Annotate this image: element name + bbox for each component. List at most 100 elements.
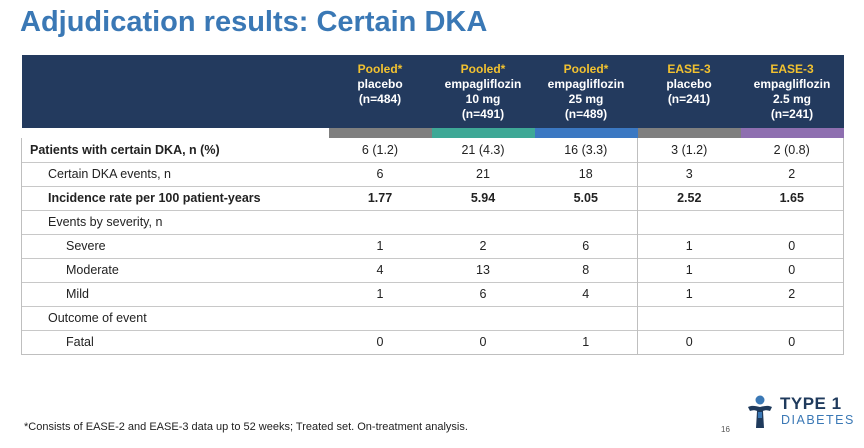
results-table: Pooled* placebo (n=484) Pooled* empaglif… — [21, 55, 844, 355]
column-header-pooled-empa-10: Pooled* empagliflozin 10 mg (n=491) — [431, 55, 535, 128]
row-label: Severe — [21, 233, 329, 258]
column-label: (n=241) — [667, 92, 711, 106]
row-label: Events by severity, n — [21, 209, 329, 234]
table-row: Certain DKA events, n 6 21 18 3 2 — [21, 161, 844, 186]
header-row: Pooled* placebo (n=484) Pooled* empaglif… — [21, 55, 844, 128]
column-label: 25 mg — [568, 92, 604, 106]
table-cell: 1 — [328, 281, 432, 306]
page-number: 16 — [721, 425, 730, 434]
row-label: Fatal — [21, 329, 329, 355]
color-bar-spacer — [21, 128, 329, 138]
row-label: Outcome of event — [21, 305, 329, 330]
table-cell — [328, 209, 432, 234]
table-cell: 21 — [431, 161, 535, 186]
table-cell: 1 — [637, 257, 741, 282]
table-cell — [534, 305, 638, 330]
table-cell: 1 — [637, 233, 741, 258]
table-cell: 2 (0.8) — [740, 138, 844, 162]
table-row: Fatal 0 0 1 0 0 — [21, 329, 844, 355]
column-label: 2.5 mg — [772, 92, 811, 106]
row-label: Certain DKA events, n — [21, 161, 329, 186]
table-cell: 5.94 — [431, 185, 535, 210]
page-title: Adjudication results: Certain DKA — [20, 6, 488, 38]
table-cell: 21 (4.3) — [461, 142, 505, 157]
table-cell: 4 — [534, 281, 638, 306]
table-cell: 0 — [431, 329, 535, 355]
table-cell: 6 (1.2) — [361, 142, 399, 157]
row-label: Patients with certain DKA, n (%) — [21, 138, 329, 162]
table-cell: 2 — [431, 233, 535, 258]
table-cell — [328, 305, 432, 330]
header-corner — [21, 55, 329, 128]
column-label: 10 mg — [465, 92, 501, 106]
table-cell: 5.05 — [534, 185, 638, 210]
table-row: Incidence rate per 100 patient-years 1.7… — [21, 185, 844, 210]
table-cell: 1 — [534, 329, 638, 355]
table-cell: 13 — [431, 257, 535, 282]
table-cell: 0 — [740, 233, 844, 258]
table-cell — [637, 209, 741, 234]
table-cell: 1.65 — [740, 185, 844, 210]
table-cell: 18 — [534, 161, 638, 186]
column-label: (n=489) — [564, 107, 608, 121]
table-cell: 4 — [328, 257, 432, 282]
table-cell: 6 — [534, 233, 638, 258]
column-group-label: Pooled* — [357, 62, 403, 76]
table-cell: 0 — [328, 329, 432, 355]
table-row: Mild 1 6 4 1 2 — [21, 281, 844, 306]
table-row: Patients with certain DKA, n (%) 6 (1.2)… — [21, 138, 844, 162]
column-label: placebo — [357, 77, 403, 91]
row-label: Incidence rate per 100 patient-years — [21, 185, 329, 210]
table-cell — [431, 209, 535, 234]
column-group-label: Pooled* — [563, 62, 609, 76]
column-header-pooled-placebo: Pooled* placebo (n=484) — [328, 55, 432, 128]
type1-diabetes-logo: TYPE 1 DIABETES — [744, 394, 854, 434]
table-cell: 3 (1.2) — [637, 138, 741, 162]
row-label: Mild — [21, 281, 329, 306]
column-label: (n=241) — [770, 107, 814, 121]
table-row: Severe 1 2 6 1 0 — [21, 233, 844, 258]
logo-text-primary: TYPE 1 — [780, 394, 842, 413]
column-group-label: Pooled* — [460, 62, 506, 76]
color-bar — [637, 128, 741, 138]
column-label: (n=484) — [358, 92, 402, 106]
color-bar — [740, 128, 844, 138]
table-cell — [534, 209, 638, 234]
table-cell: 1.77 — [328, 185, 432, 210]
table-row: Events by severity, n — [21, 209, 844, 234]
column-group-label: EASE-3 — [667, 62, 711, 76]
table-cell — [637, 305, 741, 330]
person-figure-icon — [748, 395, 772, 428]
row-label: Moderate — [21, 257, 329, 282]
table-cell: 6 — [328, 161, 432, 186]
color-bar — [431, 128, 535, 138]
column-label: empagliflozin — [753, 77, 831, 91]
table-cell: 3 — [637, 161, 741, 186]
color-bar — [328, 128, 432, 138]
column-header-ease3-placebo: EASE-3 placebo (n=241) — [637, 55, 741, 128]
table-cell: 0 — [637, 329, 741, 355]
table-cell: 8 — [534, 257, 638, 282]
table-row: Moderate 4 13 8 1 0 — [21, 257, 844, 282]
table-cell: 1 — [637, 281, 741, 306]
table-cell: 2 — [740, 281, 844, 306]
table-cell: 1 — [328, 233, 432, 258]
table-cell: 6 — [431, 281, 535, 306]
table-row: Outcome of event — [21, 305, 844, 330]
footnote: *Consists of EASE-2 and EASE-3 data up t… — [24, 421, 468, 433]
table-cell: 0 — [740, 257, 844, 282]
table-cell — [431, 305, 535, 330]
column-header-pooled-empa-25: Pooled* empagliflozin 25 mg (n=489) — [534, 55, 638, 128]
column-label: empagliflozin — [444, 77, 522, 91]
column-group-label: EASE-3 — [770, 62, 814, 76]
column-label: empagliflozin — [547, 77, 625, 91]
column-color-bar-row — [21, 128, 844, 138]
table-cell: 0 — [740, 329, 844, 355]
table-cell: 2.52 — [637, 185, 741, 210]
logo-text-secondary: DIABETES — [781, 413, 855, 427]
column-header-ease3-empa-2-5: EASE-3 empagliflozin 2.5 mg (n=241) — [740, 55, 844, 128]
column-label: (n=491) — [461, 107, 505, 121]
table-cell — [740, 209, 844, 234]
table-cell — [740, 305, 844, 330]
table-cell: 2 — [740, 161, 844, 186]
